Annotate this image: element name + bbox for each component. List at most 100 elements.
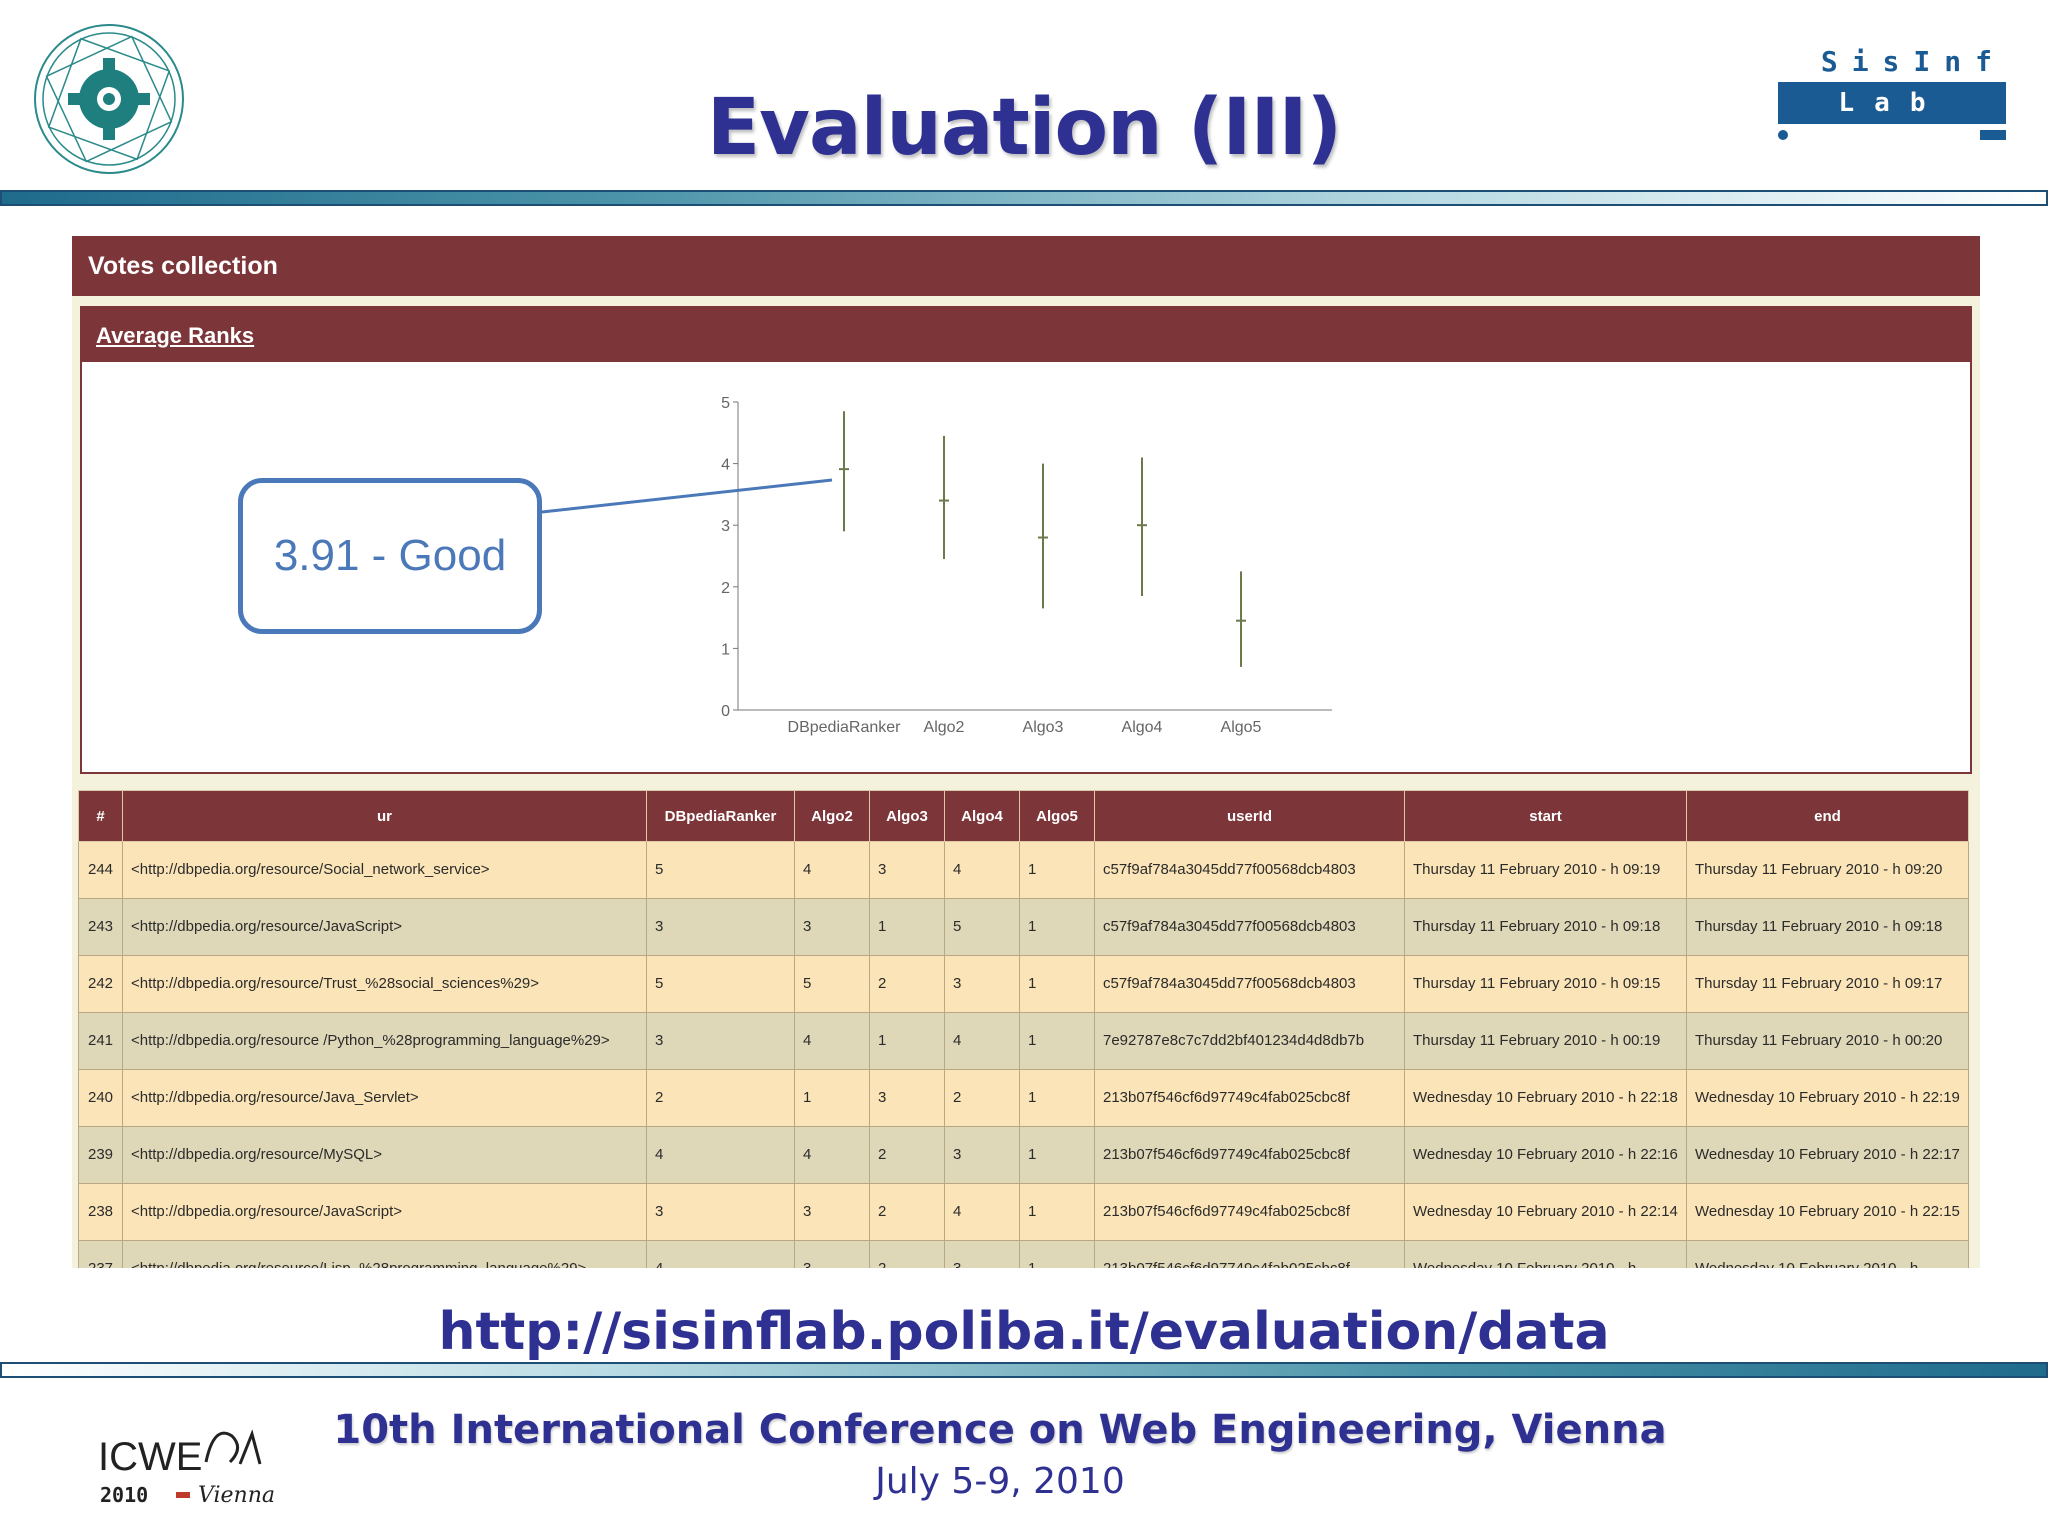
x-category-label: DBpediaRanker: [788, 719, 902, 736]
slide-title: Evaluation (III): [706, 83, 1342, 173]
row-algo3-cell: 2: [869, 1183, 945, 1241]
row-dbpediaranker-cell: 4: [646, 1126, 795, 1184]
x-category-label: Algo3: [1023, 719, 1064, 736]
row-uri-cell: <http://dbpedia.org/resource/JavaScript>: [122, 1183, 647, 1241]
votes-table-body: 244 <http://dbpedia.org/resource/Social_n…: [78, 841, 1969, 1268]
row-end-cell: Wednesday 10 February 2010 - h 22:17: [1686, 1126, 1969, 1184]
row-algo5-cell: 1: [1019, 1240, 1095, 1268]
row-algo4-cell: 3: [944, 1240, 1020, 1268]
row-end-cell: Thursday 11 February 2010 - h 00:20: [1686, 1012, 1969, 1070]
average-ranks-chart: 0 1 2 3 4 5 DBpediaRanker Algo2 Algo3 Algo4 Algo5: [721, 395, 1332, 736]
col-header-algo5[interactable]: Algo5: [1019, 790, 1095, 842]
y-tick-label: 3: [721, 518, 730, 535]
table-row[interactable]: 238 <http://dbpedia.org/resource/JavaScri…: [78, 1183, 1969, 1241]
col-header-userid[interactable]: userId: [1094, 790, 1405, 842]
col-header-uri[interactable]: ur: [122, 790, 647, 842]
table-row[interactable]: 241 <http://dbpedia.org/resource /Python_…: [78, 1012, 1969, 1070]
x-category-label: Algo5: [1221, 719, 1262, 736]
icwe-logo-year: 2010: [100, 1483, 148, 1507]
row-end-cell: Thursday 11 February 2010 - h 09:20: [1686, 841, 1969, 899]
lab-logo-mark-icon: [1980, 130, 2006, 140]
average-ranks-link[interactable]: Average Ranks: [96, 323, 255, 348]
y-tick-label: 0: [721, 703, 730, 720]
col-header-algo4[interactable]: Algo4: [944, 790, 1020, 842]
lab-logo-mid-text: Lab: [1778, 82, 2006, 124]
footer-divider-bar: [0, 1362, 2048, 1378]
row-start-cell: Wednesday 10 February 2010 - h 22:18: [1404, 1069, 1687, 1127]
row-userid-cell: 213b07f546cf6d97749c4fab025cbc8f: [1094, 1183, 1405, 1241]
y-tick-label: 5: [721, 395, 730, 412]
row-uri-cell: <http://dbpedia.org/resource/Java_Servle…: [122, 1069, 647, 1127]
row-algo2-cell: 3: [794, 1240, 870, 1268]
row-algo3-cell: 3: [869, 841, 945, 899]
row-uri-cell: <http://dbpedia.org/resource/JavaScript>: [122, 898, 647, 956]
row-algo3-cell: 2: [869, 955, 945, 1013]
row-start-cell: Thursday 11 February 2010 - h 09:18: [1404, 898, 1687, 956]
row-algo3-cell: 2: [869, 1240, 945, 1268]
row-id-cell: 238: [78, 1183, 123, 1241]
row-uri-cell: <http://dbpedia.org/resource/Trust_%28so…: [122, 955, 647, 1013]
lab-logo-footer-strip: [1778, 124, 2006, 146]
row-algo4-cell: 4: [944, 1183, 1020, 1241]
table-row[interactable]: 239 <http://dbpedia.org/resource/MySQL> 4 4…: [78, 1126, 1969, 1184]
votes-table-header-row: # ur DBpediaRanker Algo2 Algo3 Algo4 Alg…: [78, 790, 1969, 842]
row-algo2-cell: 4: [794, 1126, 870, 1184]
row-userid-cell: 213b07f546cf6d97749c4fab025cbc8f: [1094, 1069, 1405, 1127]
col-header-algo3[interactable]: Algo3: [869, 790, 945, 842]
row-dbpediaranker-cell: 3: [646, 1012, 795, 1070]
header-divider-bar: [0, 190, 2048, 206]
row-dbpediaranker-cell: 3: [646, 1183, 795, 1241]
x-category-label: Algo2: [924, 719, 965, 736]
lab-logo-dot-icon: [1778, 130, 1788, 140]
col-header-start[interactable]: start: [1404, 790, 1687, 842]
table-row[interactable]: 240 <http://dbpedia.org/resource/Java_Ser…: [78, 1069, 1969, 1127]
row-start-cell: Wednesday 10 February 2010 - h 22:16: [1404, 1126, 1687, 1184]
icwe-2010-logo: ICWE 2010 Vienna: [98, 1429, 275, 1508]
row-algo5-cell: 1: [1019, 841, 1095, 899]
row-start-cell: Wednesday 10 February 2010 - h 22:14: [1404, 1183, 1687, 1241]
table-row[interactable]: 244 <http://dbpedia.org/resource/Social_n…: [78, 841, 1969, 899]
votes-table: # ur DBpediaRanker Algo2 Algo3 Algo4 Alg…: [78, 790, 1969, 1268]
y-tick-label: 4: [721, 457, 730, 474]
row-algo3-cell: 1: [869, 1012, 945, 1070]
conference-dates: July 5-9, 2010: [875, 1461, 1125, 1502]
row-id-cell: 244: [78, 841, 123, 899]
row-start-cell: Thursday 11 February 2010 - h 00:19: [1404, 1012, 1687, 1070]
row-end-cell: Wednesday 10 February 2010 - h 22:19: [1686, 1069, 1969, 1127]
table-row[interactable]: 243 <http://dbpedia.org/resource/JavaScri…: [78, 898, 1969, 956]
row-algo4-cell: 5: [944, 898, 1020, 956]
y-tick-label: 2: [721, 580, 730, 597]
col-header-dbpediaranker[interactable]: DBpediaRanker: [646, 790, 795, 842]
row-end-cell: Wednesday 10 February 2010 - h 22:15: [1686, 1183, 1969, 1241]
row-algo3-cell: 1: [869, 898, 945, 956]
col-header-end[interactable]: end: [1686, 790, 1969, 842]
col-header-algo2[interactable]: Algo2: [794, 790, 870, 842]
evaluation-data-url[interactable]: http://sisinflab.poliba.it/evaluation/da…: [438, 1302, 1610, 1362]
row-algo2-cell: 4: [794, 841, 870, 899]
university-seal-logo: [34, 24, 184, 174]
row-dbpediaranker-cell: 2: [646, 1069, 795, 1127]
row-uri-cell: <http://dbpedia.org/resource/Lisp_%28pro…: [122, 1240, 647, 1268]
row-userid-cell: c57f9af784a3045dd77f00568dcb4803: [1094, 955, 1405, 1013]
lab-logo-top-text: SisInf: [1820, 45, 2006, 78]
y-tick-label: 1: [721, 641, 730, 658]
table-row[interactable]: 237<http://dbpedia.org/resource/Lisp_%28…: [78, 1240, 1969, 1268]
row-start-cell: Wednesday 10 February 2010 - h: [1404, 1240, 1687, 1268]
chart-panel-header: Average Ranks: [82, 308, 1970, 362]
row-userid-cell: c57f9af784a3045dd77f00568dcb4803: [1094, 841, 1405, 899]
row-id-cell: 242: [78, 955, 123, 1013]
row-uri-cell: <http://dbpedia.org/resource /Python_%28…: [122, 1012, 647, 1070]
row-algo5-cell: 1: [1019, 1012, 1095, 1070]
row-userid-cell: c57f9af784a3045dd77f00568dcb4803: [1094, 898, 1405, 956]
row-algo4-cell: 3: [944, 955, 1020, 1013]
row-userid-cell: 213b07f546cf6d97749c4fab025cbc8f: [1094, 1126, 1405, 1184]
row-userid-cell: 213b07f546cf6d97749c4fab025cbc8f: [1094, 1240, 1405, 1268]
conference-name: 10th International Conference on Web Eng…: [333, 1407, 1667, 1453]
row-start-cell: Thursday 11 February 2010 - h 09:19: [1404, 841, 1687, 899]
row-id-cell: 237: [78, 1240, 123, 1268]
icwe-logo-name: ICWE: [98, 1435, 202, 1479]
row-dbpediaranker-cell: 5: [646, 955, 795, 1013]
row-algo3-cell: 2: [869, 1126, 945, 1184]
votes-collection-screenshot: Votes collection Average Ranks 0 1 2 3 4 5 DBp…: [72, 236, 1980, 1268]
row-algo3-cell: 3: [869, 1069, 945, 1127]
